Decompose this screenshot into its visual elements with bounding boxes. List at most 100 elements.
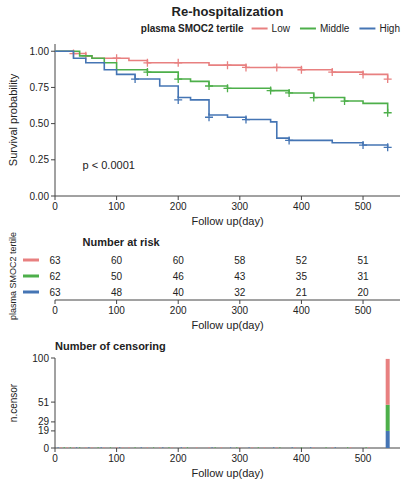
legend-label: High bbox=[379, 23, 400, 34]
risk-number: 62 bbox=[49, 271, 61, 282]
risk-number: 63 bbox=[49, 287, 61, 298]
censor-bar bbox=[332, 447, 333, 448]
censor-bar bbox=[91, 447, 92, 448]
risk-number: 52 bbox=[296, 255, 308, 266]
risk-number: 21 bbox=[296, 287, 308, 298]
legend: plasma SMOC2 tertileLowMiddleHigh bbox=[141, 23, 400, 34]
x-tick-label: 500 bbox=[355, 305, 372, 316]
censor-bar bbox=[67, 447, 68, 448]
censor-bar bbox=[134, 447, 135, 448]
y-tick-label: 0.00 bbox=[30, 191, 50, 202]
censor-marker bbox=[267, 87, 275, 95]
censor-bar bbox=[350, 447, 351, 448]
x-tick-label: 200 bbox=[170, 201, 187, 212]
censor-marker bbox=[242, 63, 250, 71]
x-tick-label: 0 bbox=[52, 201, 58, 212]
censor-bar bbox=[76, 447, 77, 448]
censor-marker bbox=[174, 75, 182, 83]
censor-marker bbox=[384, 143, 392, 151]
risk-number: 60 bbox=[173, 255, 185, 266]
x-tick bbox=[363, 300, 364, 304]
risk-number: 40 bbox=[173, 287, 185, 298]
censor-bar bbox=[335, 447, 336, 448]
x-tick bbox=[301, 196, 302, 200]
censor-marker bbox=[384, 75, 392, 83]
censor-marker bbox=[224, 84, 232, 92]
y-tick bbox=[51, 51, 55, 52]
censor-marker bbox=[359, 141, 367, 149]
censor-bar bbox=[171, 447, 172, 448]
censor-marker bbox=[143, 68, 151, 76]
x-tick bbox=[301, 300, 302, 304]
risk-number: 20 bbox=[357, 287, 369, 298]
censor-bar bbox=[147, 447, 148, 448]
plot-area bbox=[58, 359, 388, 448]
y-tick bbox=[51, 159, 55, 160]
censor-marker bbox=[310, 94, 318, 102]
risk-number: 51 bbox=[357, 255, 369, 266]
censor-bar bbox=[239, 447, 240, 448]
x-axis-line bbox=[55, 300, 400, 301]
censor-bar bbox=[79, 447, 80, 448]
censor-bar bbox=[162, 447, 163, 448]
censor-marker bbox=[384, 109, 392, 117]
x-tick-label: 400 bbox=[293, 453, 310, 464]
x-tick bbox=[116, 448, 117, 452]
y-tick-label: 51 bbox=[38, 397, 50, 408]
x-tick-label: 200 bbox=[170, 305, 187, 316]
y-tick-label: 100 bbox=[32, 353, 49, 364]
x-tick bbox=[116, 196, 117, 200]
risk-number: 63 bbox=[49, 255, 61, 266]
y-tick bbox=[51, 358, 55, 359]
x-axis-line bbox=[55, 448, 400, 449]
censor-bar bbox=[215, 447, 216, 448]
legend-swatch bbox=[300, 28, 316, 30]
censor-bar bbox=[64, 447, 65, 448]
censor-marker bbox=[285, 89, 293, 97]
censor-bar bbox=[110, 447, 111, 448]
censor-marker bbox=[341, 97, 349, 105]
x-tick bbox=[363, 448, 364, 452]
censor-bar bbox=[313, 447, 314, 448]
y-tick-label: 0.75 bbox=[30, 82, 50, 93]
censor-bar bbox=[295, 447, 296, 448]
risk-number: 50 bbox=[111, 271, 123, 282]
y-tick bbox=[51, 196, 55, 197]
censor-marker bbox=[273, 63, 281, 71]
censor-bar bbox=[386, 359, 390, 405]
x-axis: 0100200300400500Follow up(day) bbox=[52, 448, 400, 479]
x-tick bbox=[55, 300, 56, 304]
censor-marker bbox=[224, 61, 232, 69]
censor-bar bbox=[386, 431, 390, 448]
risk-number: 46 bbox=[173, 271, 185, 282]
y-tick bbox=[51, 123, 55, 124]
x-axis-line bbox=[55, 196, 400, 197]
legend-swatch bbox=[359, 28, 375, 30]
y-tick-label: 0.25 bbox=[30, 154, 50, 165]
x-tick bbox=[239, 300, 240, 304]
x-axis-label: Follow up(day) bbox=[191, 319, 263, 331]
censor-bar bbox=[61, 447, 62, 448]
x-tick-label: 400 bbox=[293, 201, 310, 212]
x-tick bbox=[178, 196, 179, 200]
censor-bar bbox=[369, 447, 370, 448]
row-key bbox=[23, 291, 39, 294]
censor-bar bbox=[347, 447, 348, 448]
y-axis: 0192951100 bbox=[32, 353, 55, 454]
censor-bar bbox=[98, 447, 99, 448]
x-tick-label: 500 bbox=[355, 201, 372, 212]
censor-marker bbox=[297, 66, 305, 74]
censor-bar bbox=[208, 447, 209, 448]
y-tick bbox=[51, 421, 55, 422]
legend-label: Low bbox=[272, 23, 291, 34]
x-tick bbox=[178, 448, 179, 452]
censor-bar bbox=[301, 447, 302, 448]
censor-marker bbox=[285, 136, 293, 144]
censor-marker bbox=[113, 54, 121, 62]
censor-bar bbox=[141, 447, 142, 448]
censor-marker bbox=[143, 59, 151, 67]
censor-marker bbox=[174, 96, 182, 104]
censor-bar bbox=[70, 447, 71, 448]
censor-bar bbox=[57, 447, 58, 448]
y-tick-label: 29 bbox=[38, 416, 50, 427]
